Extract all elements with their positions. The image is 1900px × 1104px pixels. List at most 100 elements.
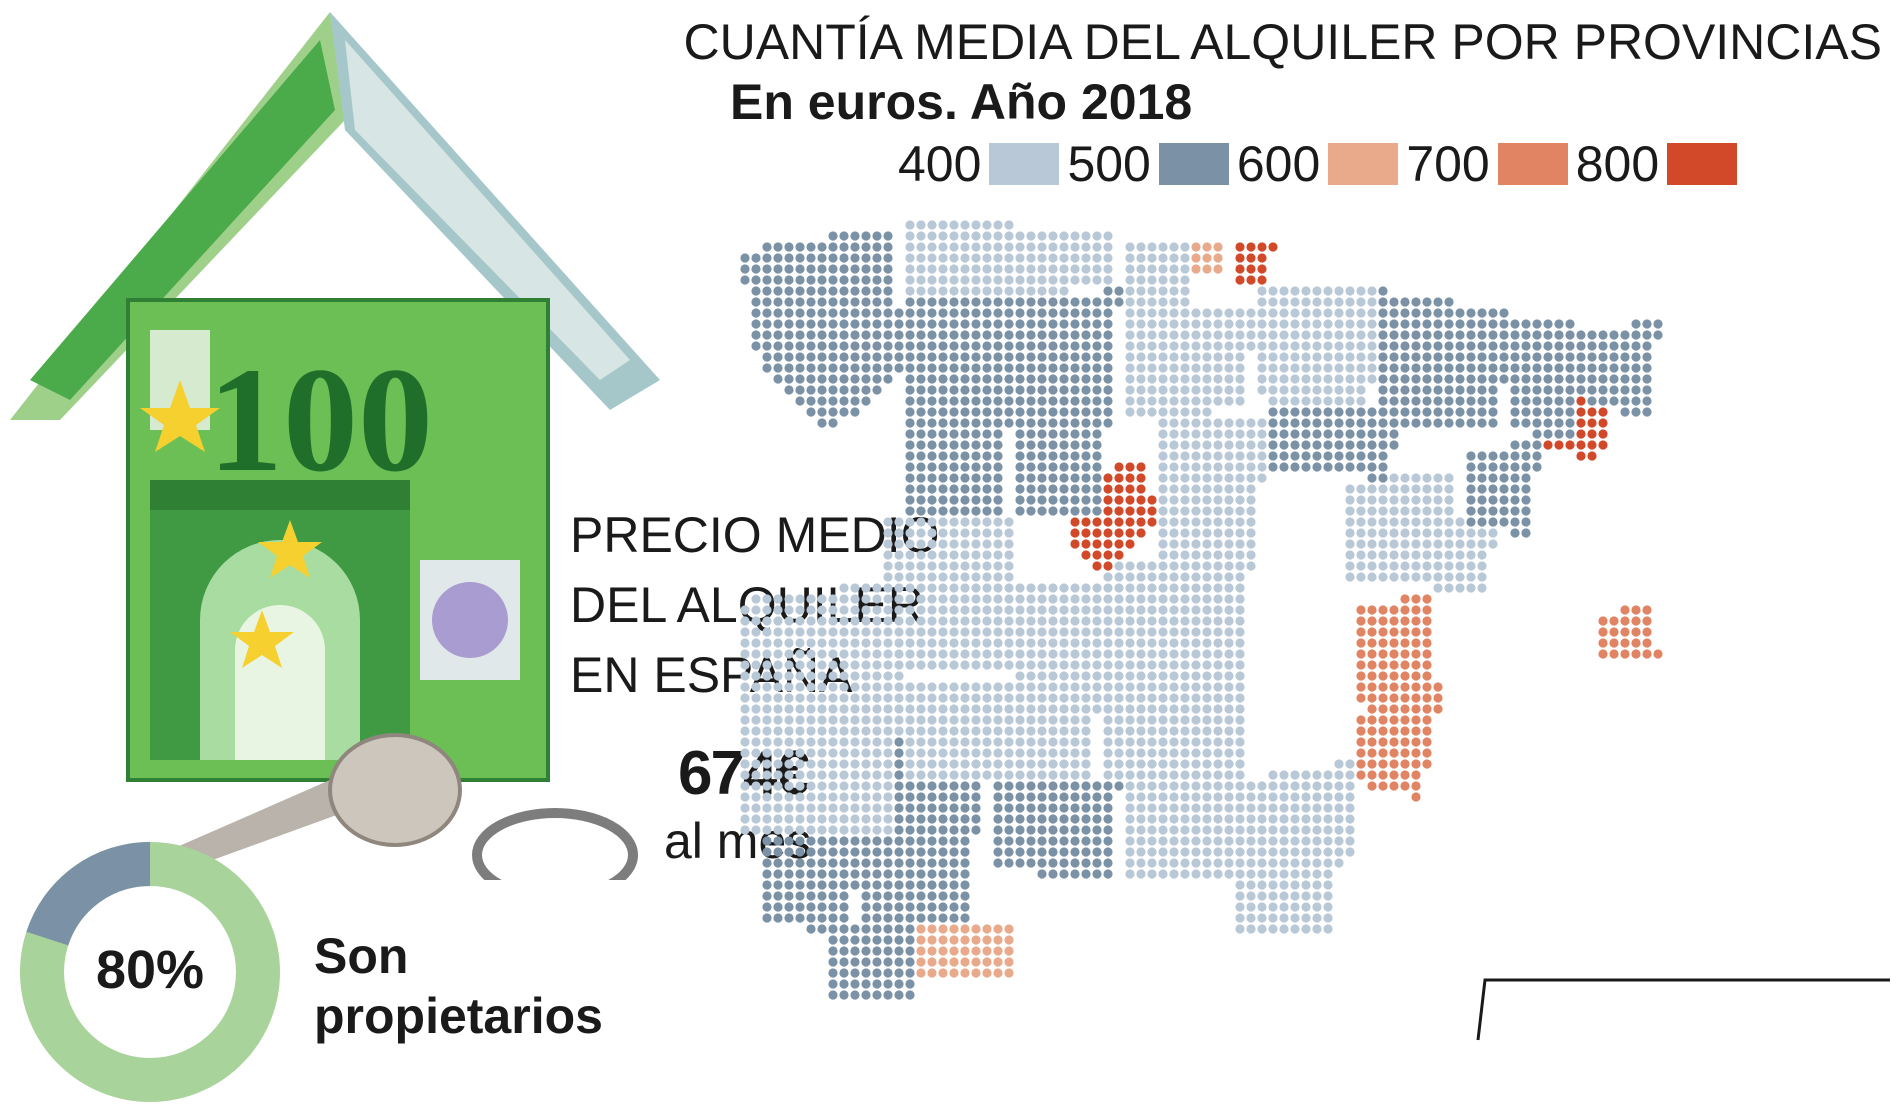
map-dot-cuenca	[1202, 627, 1212, 637]
map-dot-alicante	[1367, 748, 1377, 758]
map-dot-teruel	[1433, 517, 1443, 527]
map-dot-murcia	[1257, 825, 1267, 835]
map-dot-aragon-n	[1433, 341, 1443, 351]
map-dot-galicia	[883, 231, 893, 241]
map-dot-valladolid	[1070, 429, 1080, 439]
map-dot-galicia	[817, 297, 827, 307]
map-dot-caceres	[828, 627, 838, 637]
map-dot-huelva	[762, 902, 772, 912]
map-dot-almeria	[1312, 913, 1322, 923]
map-dot-tarragona	[1510, 495, 1520, 505]
map-dot-madrid	[1114, 473, 1124, 483]
map-dot-badajoz	[740, 792, 750, 802]
map-dot-ciudad-real	[1004, 693, 1014, 703]
map-dot-burgos	[1213, 385, 1223, 395]
map-dot-sevilla	[861, 880, 871, 890]
map-dot-asturias	[1004, 253, 1014, 263]
map-dot-zamora	[905, 440, 915, 450]
map-dot-castellon	[1477, 528, 1487, 538]
map-dot-sevilla	[883, 891, 893, 901]
map-dot-catalonia-n	[1543, 429, 1553, 439]
map-dot-salamanca	[1004, 572, 1014, 582]
map-dot-galicia	[872, 352, 882, 362]
map-dot-valencia	[1422, 616, 1432, 626]
map-dot-cuenca	[1114, 572, 1124, 582]
map-dot-valladolid	[1070, 473, 1080, 483]
map-dot-castellon	[1477, 583, 1487, 593]
map-dot-valencia	[1378, 671, 1388, 681]
map-dot-teruel	[1367, 495, 1377, 505]
map-dot-navarra	[1356, 363, 1366, 373]
map-dot-ciudad-real	[949, 770, 959, 780]
map-dot-murcia	[1290, 825, 1300, 835]
map-dot-toledo	[949, 616, 959, 626]
map-dot-toledo	[1070, 660, 1080, 670]
map-dot-albacete	[1136, 693, 1146, 703]
map-dot-madrid	[1114, 506, 1124, 516]
map-dot-sevilla	[861, 858, 871, 868]
map-dot-leon	[1026, 352, 1036, 362]
map-dot-jaen	[1004, 792, 1014, 802]
map-dot-zamora	[971, 484, 981, 494]
map-dot-caceres	[740, 627, 750, 637]
map-dot-tarragona	[1510, 528, 1520, 538]
map-dot-leon	[993, 319, 1003, 329]
map-dot-murcia	[1345, 792, 1355, 802]
map-dot-cuenca	[1202, 649, 1212, 659]
map-dot-teruel	[1400, 572, 1410, 582]
map-dot-toledo	[1070, 627, 1080, 637]
map-dot-asturias	[1004, 231, 1014, 241]
map-dot-navarra	[1345, 374, 1355, 384]
map-dot-salamanca	[971, 539, 981, 549]
map-dot-galicia	[883, 330, 893, 340]
map-dot-cantabria	[1180, 275, 1190, 285]
map-dot-cuenca	[1158, 616, 1168, 626]
map-dot-badajoz	[751, 737, 761, 747]
map-dot-leon	[949, 363, 959, 373]
map-dot-aragon-n	[1488, 407, 1498, 417]
map-dot-teruel	[1422, 539, 1432, 549]
map-dot-cuenca	[1125, 605, 1135, 615]
map-dot-ciudad-real	[949, 748, 959, 758]
map-dot-girona	[1598, 374, 1608, 384]
map-dot-navarra	[1257, 385, 1267, 395]
map-dot-aragon-n	[1411, 330, 1421, 340]
map-dot-galicia	[773, 374, 783, 384]
map-dot-zamora	[971, 473, 981, 483]
map-dot-burgos	[1158, 341, 1168, 351]
map-dot-madrid	[1070, 539, 1080, 549]
map-dot-zaragoza	[1301, 440, 1311, 450]
map-dot-alicante	[1378, 726, 1388, 736]
map-dot-leon	[1070, 352, 1080, 362]
map-dot-toledo	[1026, 671, 1036, 681]
map-dot-badajoz	[839, 737, 849, 747]
map-dot-caceres	[894, 693, 904, 703]
map-dot-asturias	[993, 275, 1003, 285]
map-dot-sevilla	[927, 847, 937, 857]
map-dot-murcia	[1279, 792, 1289, 802]
map-dot-cadiz	[894, 935, 904, 945]
map-dot-guadalajara	[1213, 561, 1223, 571]
map-dot-cadiz	[861, 990, 871, 1000]
map-dot-albacete	[1147, 682, 1157, 692]
map-dot-salamanca	[883, 572, 893, 582]
map-dot-navarra	[1334, 385, 1344, 395]
map-dot-teruel	[1389, 539, 1399, 549]
map-dot-badajoz	[828, 825, 838, 835]
map-dot-cuenca	[1213, 594, 1223, 604]
map-dot-navarra	[1279, 385, 1289, 395]
map-dot-badajoz	[762, 792, 772, 802]
map-dot-granada	[1125, 803, 1135, 813]
map-dot-alicante	[1389, 715, 1399, 725]
map-dot-granada	[1224, 836, 1234, 846]
map-dot-aragon-n	[1466, 319, 1476, 329]
map-dot-jaen	[1103, 869, 1113, 879]
map-dot-sevilla	[905, 880, 915, 890]
map-dot-aragon-n	[1444, 308, 1454, 318]
map-dot-aragon-n	[1455, 352, 1465, 362]
map-dot-malaga	[938, 924, 948, 934]
map-dot-sevilla	[971, 792, 981, 802]
map-dot-zaragoza	[1356, 407, 1366, 417]
map-dot-aragon-n	[1488, 341, 1498, 351]
map-dot-ciudad-real	[938, 682, 948, 692]
